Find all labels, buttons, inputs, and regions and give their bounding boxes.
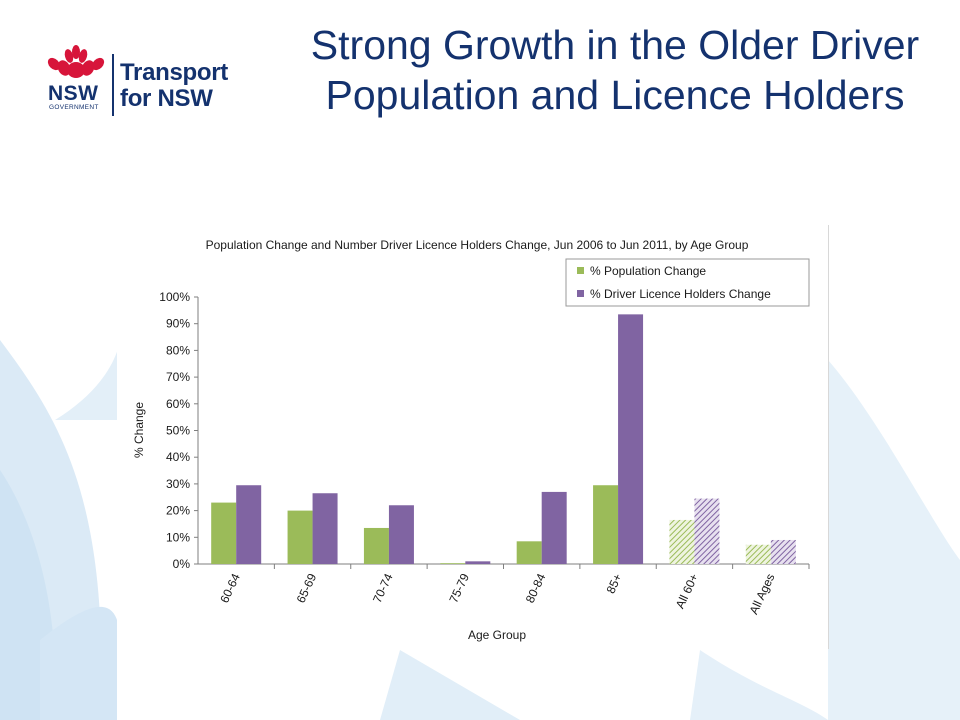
x-tick-label: 60-64 bbox=[217, 571, 243, 605]
logo-divider bbox=[112, 54, 114, 116]
y-tick-label: 30% bbox=[166, 477, 190, 491]
x-tick-label: 65-69 bbox=[294, 571, 320, 605]
x-tick-label: All 60+ bbox=[673, 571, 701, 610]
y-axis-label: % Change bbox=[132, 402, 146, 458]
bar-population bbox=[211, 502, 237, 564]
x-tick-label: 85+ bbox=[603, 571, 624, 595]
waratah-icon bbox=[47, 45, 105, 78]
chart-title: Population Change and Number Driver Lice… bbox=[206, 238, 749, 252]
transport-for-nsw-text: Transport for NSW bbox=[120, 59, 228, 112]
bar-licence bbox=[770, 539, 796, 564]
y-tick-label: 90% bbox=[166, 317, 190, 331]
bar-population bbox=[593, 485, 619, 564]
slide-title: Strong Growth in the Older Driver Popula… bbox=[310, 22, 920, 118]
legend-swatch-population bbox=[577, 267, 584, 274]
bar-licence bbox=[541, 491, 567, 564]
government-logo-text: GOVERNMENT bbox=[49, 104, 99, 111]
chart-legend: % Population Change % Driver Licence Hol… bbox=[565, 258, 810, 307]
bar-population bbox=[287, 510, 313, 564]
legend-box bbox=[565, 258, 810, 307]
x-axis-label: Age Group bbox=[468, 628, 526, 642]
bar-population bbox=[363, 527, 389, 564]
nsw-logo-text: NSW bbox=[48, 82, 99, 105]
bar-licence bbox=[388, 505, 414, 564]
y-tick-label: 100% bbox=[159, 290, 190, 304]
bar-population bbox=[669, 519, 695, 564]
bar-licence bbox=[312, 493, 338, 564]
y-tick-label: 40% bbox=[166, 450, 190, 464]
x-tick-label: All Ages bbox=[747, 571, 778, 616]
legend-label-licence: % Driver Licence Holders Change bbox=[590, 287, 771, 301]
y-tick-label: 70% bbox=[166, 370, 190, 384]
y-tick-label: 80% bbox=[166, 343, 190, 357]
panel-divider bbox=[828, 225, 829, 649]
bar-licence bbox=[618, 314, 644, 564]
nsw-transport-logo: NSW GOVERNMENT Transport for NSW bbox=[44, 44, 234, 124]
y-tick-label: 50% bbox=[166, 424, 190, 438]
bar-licence bbox=[694, 498, 720, 564]
bar-licence bbox=[236, 485, 262, 564]
x-tick-label: 80-84 bbox=[523, 571, 549, 605]
y-tick-label: 20% bbox=[166, 504, 190, 518]
x-tick-label: 75-79 bbox=[446, 571, 472, 605]
bar-population bbox=[516, 541, 542, 564]
x-tick-label: 70-74 bbox=[370, 571, 396, 605]
bar-licence bbox=[465, 561, 491, 564]
y-tick-label: 10% bbox=[166, 530, 190, 544]
legend-swatch-licence bbox=[577, 290, 584, 297]
legend-label-population: % Population Change bbox=[590, 264, 706, 278]
bar-population bbox=[745, 544, 771, 564]
y-tick-label: 60% bbox=[166, 397, 190, 411]
bar-population bbox=[440, 563, 466, 564]
y-tick-label: 0% bbox=[173, 557, 191, 571]
